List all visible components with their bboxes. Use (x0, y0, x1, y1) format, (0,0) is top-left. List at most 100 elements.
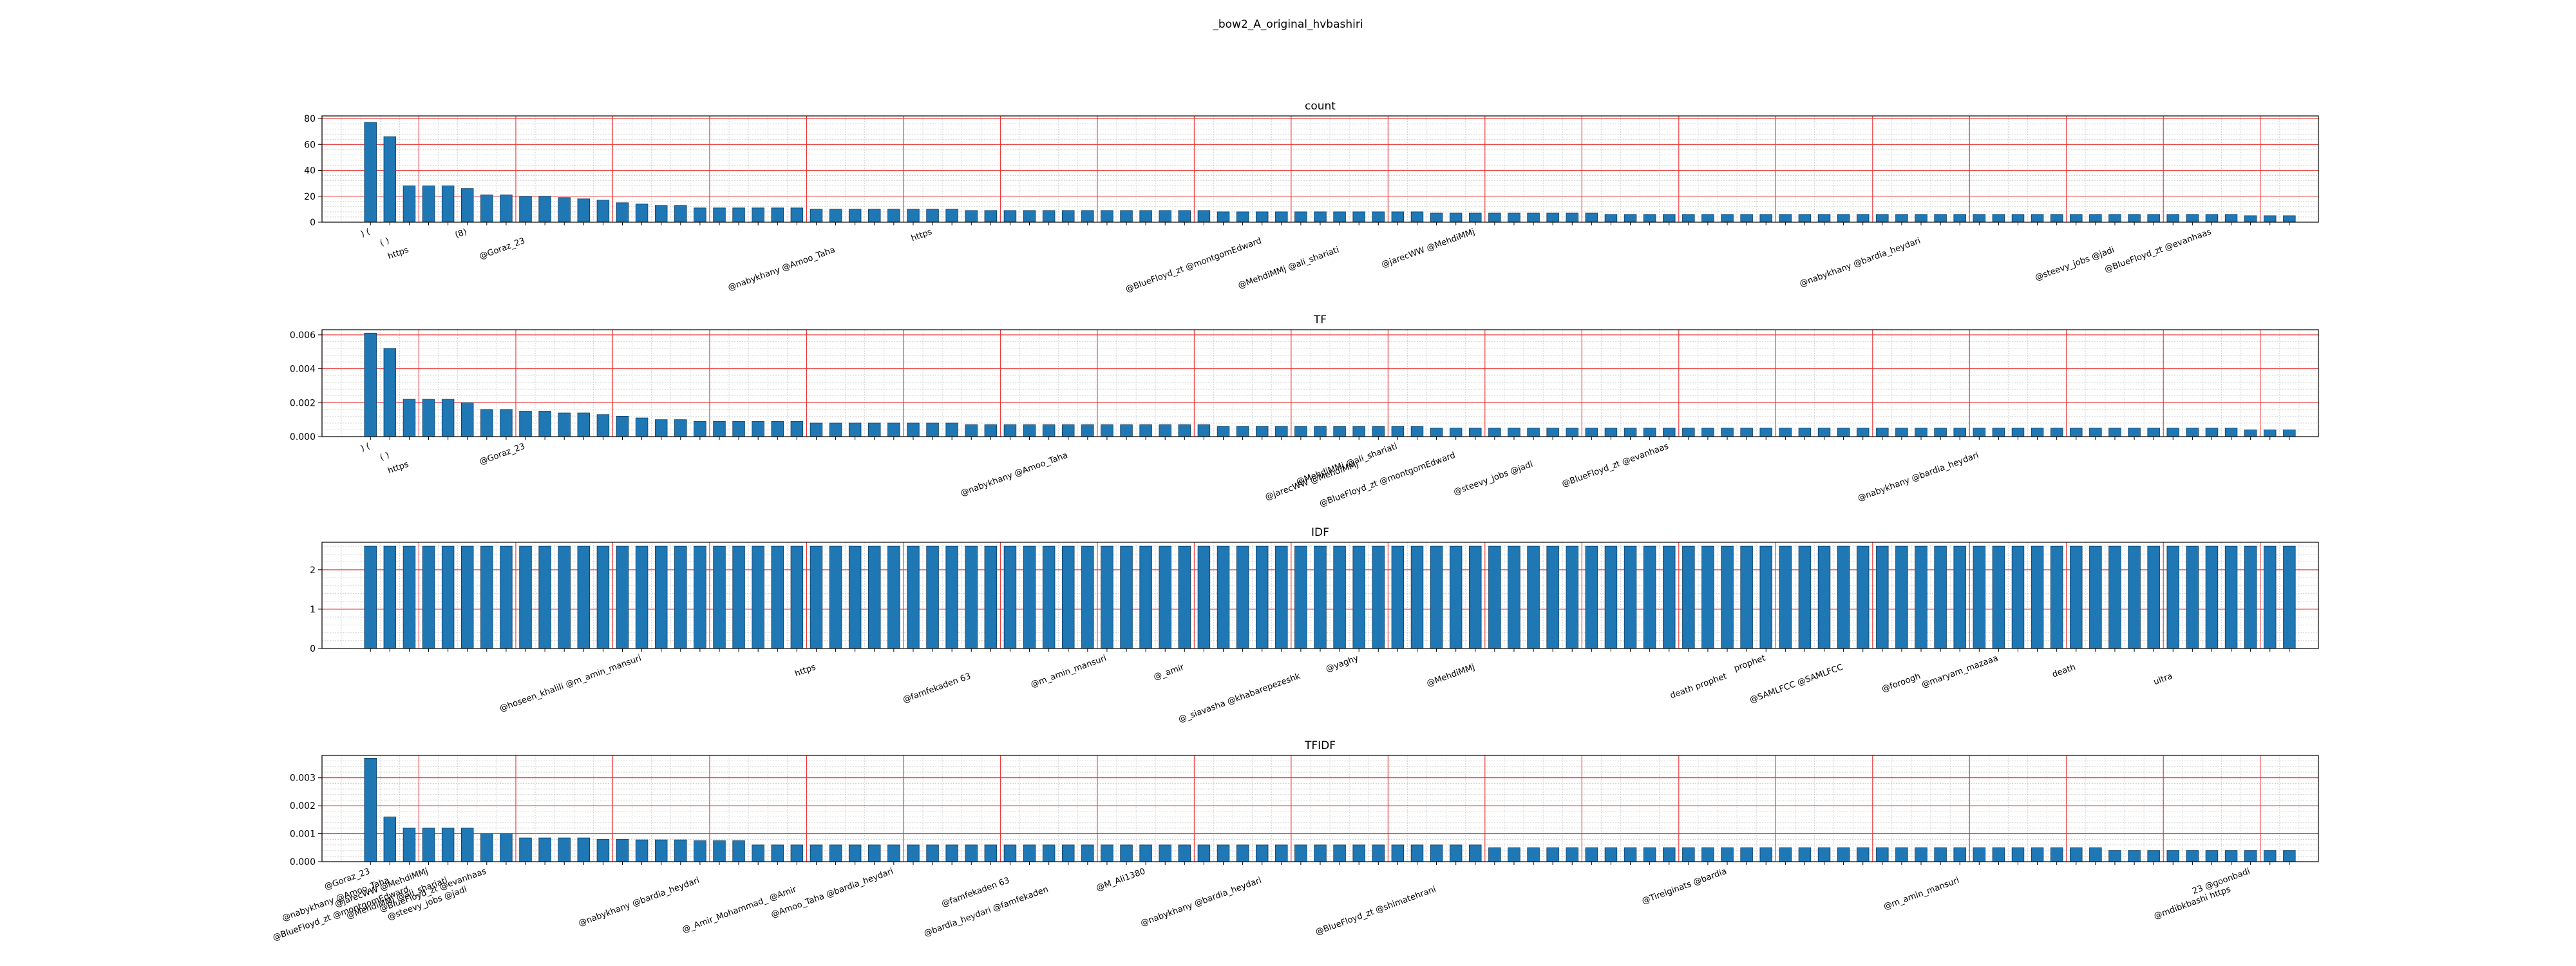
bar (1604, 428, 1618, 437)
bar (790, 545, 804, 649)
bar (1585, 545, 1598, 649)
bar (926, 844, 939, 862)
bar (2089, 545, 2102, 649)
bar (519, 837, 532, 862)
x-tick-label: https (910, 227, 934, 244)
bar (364, 757, 377, 862)
bar (2050, 214, 2063, 223)
bar (1275, 844, 1288, 862)
x-tick-label: @M_Ali1380 (1095, 867, 1146, 893)
bar (2205, 850, 2219, 862)
bar (2186, 850, 2199, 862)
bar (1701, 847, 1714, 862)
x-tick-label: @BlueFloyd_zt @evanhaas (1560, 442, 1670, 489)
bar (1779, 428, 1792, 437)
bar (984, 210, 998, 223)
bar (2244, 545, 2257, 649)
bar (422, 828, 435, 862)
bar (480, 833, 493, 862)
bar (2031, 214, 2044, 223)
bar (2283, 215, 2296, 223)
bar (1798, 428, 1812, 437)
bar (1740, 428, 1753, 437)
y-tick-label: 0.001 (290, 829, 316, 840)
subplot-title: IDF (1311, 526, 1329, 539)
bar (2147, 428, 2160, 437)
bar (422, 185, 435, 223)
bar (616, 838, 629, 862)
bar (1469, 844, 1482, 862)
bar (1798, 847, 1812, 862)
bar (1546, 847, 1559, 862)
bar (1604, 214, 1618, 223)
bar (1003, 210, 1017, 223)
bar (1508, 428, 1520, 437)
x-tick-label: death (2051, 663, 2077, 680)
x-tick-label: ( ) (379, 451, 391, 463)
bar (674, 205, 687, 223)
bar (1469, 213, 1482, 223)
bar (1585, 213, 1598, 223)
bar (1856, 847, 1870, 862)
bar (1255, 211, 1269, 223)
bar (732, 545, 745, 649)
bar (1585, 847, 1598, 862)
bar (887, 422, 900, 437)
bar (1876, 214, 1889, 223)
bar (1915, 428, 1927, 437)
bar (1953, 428, 1966, 437)
x-tick-label: @m_amin_mansuri (1030, 654, 1108, 690)
bar (2070, 428, 2083, 437)
axes-frame (321, 115, 2319, 223)
bar (790, 207, 804, 223)
bar (1566, 545, 1578, 649)
bar (1643, 545, 1656, 649)
bar (2089, 847, 2102, 862)
x-tick-label: @Tirelginats @bardia (1641, 867, 1728, 907)
bar (441, 185, 455, 223)
bar (1915, 847, 1927, 862)
bar (1333, 844, 1346, 862)
y-tick-label: 80 (304, 114, 316, 124)
bar (2089, 214, 2102, 223)
bar (887, 844, 900, 862)
bar (2050, 847, 2063, 862)
bar (1566, 213, 1578, 223)
bar (1101, 545, 1113, 649)
bar (1139, 545, 1152, 649)
x-tick-label: @BlueFloyd_zt @evanhaas (2103, 227, 2213, 275)
bar (868, 209, 881, 223)
bar (1314, 545, 1327, 649)
bar (1508, 213, 1520, 223)
bar (2166, 545, 2180, 649)
bar (1488, 213, 1501, 223)
bar (790, 421, 804, 437)
bar (1275, 211, 1288, 223)
bar (945, 844, 958, 862)
y-tick-label: 40 (304, 166, 316, 176)
bar (1992, 545, 2005, 649)
bar (616, 415, 629, 437)
bar (1042, 844, 1056, 862)
bar (1953, 847, 1966, 862)
subplot-tfidf: 0.0000.0010.0020.003TFIDF@Goraz_23@nabyk… (272, 739, 2319, 943)
x-tick-label: ultra (2152, 672, 2174, 687)
bar (1062, 210, 1075, 223)
bar (1449, 844, 1463, 862)
bar (2070, 545, 2083, 649)
bar (1255, 844, 1269, 862)
bar (1352, 211, 1365, 223)
bar (1410, 426, 1424, 437)
bar (1508, 847, 1520, 862)
bar (1566, 428, 1578, 437)
bar (402, 399, 416, 437)
bar (2011, 847, 2025, 862)
bar (1042, 545, 1056, 649)
bar (460, 402, 474, 437)
bar (2070, 214, 2083, 223)
bar (2186, 545, 2199, 649)
bar (2050, 428, 2063, 437)
bar (1585, 428, 1598, 437)
bar (1759, 428, 1772, 437)
bar (2166, 214, 2180, 223)
